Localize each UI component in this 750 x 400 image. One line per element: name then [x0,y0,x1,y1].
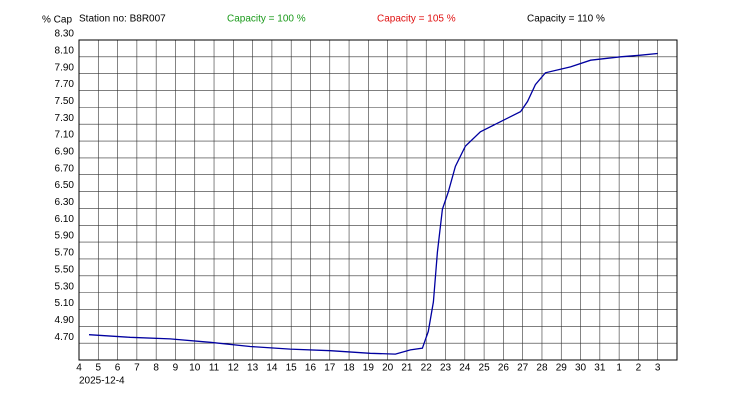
x-tick-label: 20 [382,363,394,374]
x-tick-label: 18 [344,363,356,374]
x-tick-label: 24 [459,363,471,374]
x-axis-label: 2025-12-4 [79,376,125,387]
x-tick-label: 19 [363,363,375,374]
x-tick-label: 6 [115,363,121,374]
y-tick-label: 8.10 [55,45,75,56]
x-tick-label: 12 [228,363,240,374]
y-tick-label: 4.70 [55,332,75,343]
x-tick-label: 23 [440,363,452,374]
x-tick-label: 1 [616,363,622,374]
y-tick-label: 6.70 [55,163,75,174]
x-tick-label: 3 [655,363,661,374]
y-tick-label: 4.90 [55,315,75,326]
x-tick-label: 26 [498,363,510,374]
x-tick-label: 27 [517,363,529,374]
y-tick-label: 6.10 [55,214,75,225]
x-tick-label: 22 [421,363,433,374]
y-tick-label: 7.50 [55,96,75,107]
y-axis-label: % Cap [42,15,72,26]
y-tick-label: 6.30 [55,197,75,208]
x-tick-label: 17 [324,363,336,374]
header-text: Capacity = 110 % [527,14,605,25]
x-tick-label: 25 [479,363,491,374]
x-tick-label: 9 [173,363,179,374]
x-tick-label: 16 [305,363,317,374]
x-tick-label: 8 [153,363,159,374]
x-tick-label: 21 [401,363,413,374]
y-tick-label: 5.90 [55,231,75,242]
header-text: Capacity = 105 % [377,14,456,25]
y-tick-label: 7.30 [55,113,75,124]
y-tick-label: 5.70 [55,248,75,259]
x-tick-label: 2 [636,363,642,374]
y-tick-label: 7.70 [55,79,75,90]
y-tick-label: 6.90 [55,147,75,158]
y-tick-label: 6.50 [55,180,75,191]
x-tick-label: 10 [189,363,201,374]
x-tick-label: 11 [209,363,220,374]
data-line [88,52,658,355]
x-tick-label: 31 [594,363,606,374]
y-tick-label: 7.10 [55,130,75,141]
header-text: Station no: B8R007 [79,14,166,25]
y-tick-label: 8.30 [55,29,75,40]
y-tick-label: 5.30 [55,281,75,292]
x-tick-label: 7 [134,363,140,374]
y-tick-label: 5.50 [55,264,75,275]
x-tick-label: 13 [247,363,259,374]
header-text: Capacity = 100 % [227,14,306,25]
x-tick-label: 30 [575,363,587,374]
plot-frame [78,39,678,361]
x-tick-label: 15 [286,363,298,374]
y-tick-label: 5.10 [55,298,75,309]
x-tick-label: 5 [96,363,102,374]
x-tick-label: 4 [76,363,82,374]
x-tick-label: 14 [266,363,278,374]
x-tick-label: 29 [556,363,568,374]
x-tick-label: 28 [536,363,548,374]
y-tick-label: 7.90 [55,62,75,73]
